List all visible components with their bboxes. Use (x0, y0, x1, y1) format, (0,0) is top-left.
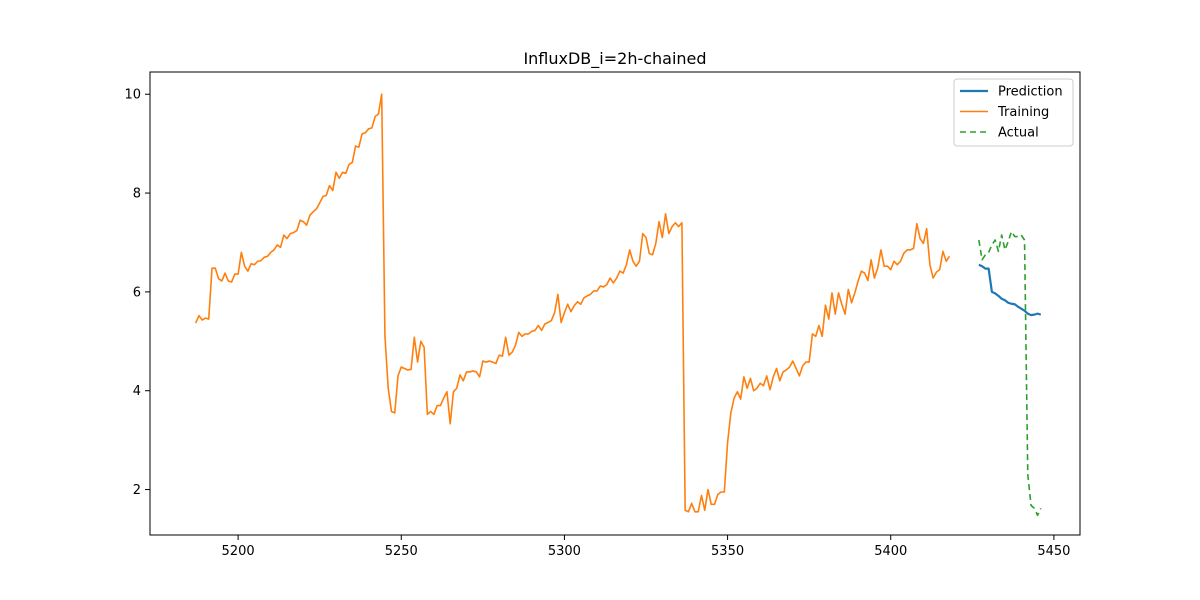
series-line-prediction (978, 263, 1042, 317)
x-tick-label: 5200 (222, 544, 255, 559)
x-tick-label: 5400 (874, 544, 907, 559)
x-tick-label: 5300 (548, 544, 581, 559)
legend: Prediction Training Actual (953, 78, 1074, 147)
y-tick-label: 10 (124, 88, 141, 103)
y-axis: 2 4 6 8 10 (124, 88, 150, 498)
series-line-actual (978, 230, 1042, 517)
series-line-training (194, 93, 951, 513)
legend-label-training: Training (997, 105, 1049, 120)
y-tick-label: 6 (133, 285, 141, 300)
legend-label-actual: Actual (998, 126, 1039, 141)
y-tick-label: 2 (133, 483, 141, 498)
x-tick-label: 5350 (711, 544, 744, 559)
legend-box (953, 78, 1074, 147)
y-tick-label: 8 (133, 187, 141, 202)
plot-area (149, 71, 1081, 536)
x-axis: 5200 5250 5300 5350 5400 5450 (222, 535, 1070, 559)
x-tick-label: 5450 (1037, 544, 1070, 559)
legend-label-prediction: Prediction (998, 85, 1063, 100)
chart-title: InfluxDB_i=2h-chained (523, 49, 706, 69)
y-tick-label: 4 (133, 384, 141, 399)
x-tick-label: 5250 (385, 544, 418, 559)
axes-frame (149, 71, 1081, 536)
